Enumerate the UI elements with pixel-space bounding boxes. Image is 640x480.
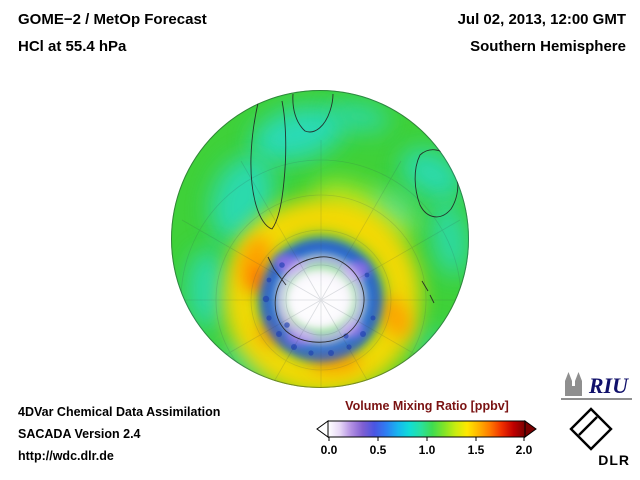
tick-0.5: 0.5 — [370, 443, 387, 457]
tick-2.0: 2.0 — [516, 443, 533, 457]
coastline-antarctica — [274, 256, 365, 343]
globe-rim — [171, 90, 469, 388]
data-pixel-speckles — [262, 262, 376, 356]
assimilation-label: 4DVar Chemical Data Assimilation — [18, 405, 221, 419]
region-label: Southern Hemisphere — [470, 38, 626, 55]
url-label: http://wdc.dlr.de — [18, 449, 114, 463]
dlr-wing-icon — [569, 407, 613, 451]
colorbar-arrow-right — [524, 420, 537, 438]
coastline-antarctic-peninsula — [267, 256, 287, 286]
hemisphere-map — [170, 89, 470, 389]
riu-logo: RIU — [560, 370, 632, 400]
dlr-logo: DLR — [568, 406, 630, 468]
coastline-africa — [292, 93, 334, 133]
header-left: GOME−2 / MetOp Forecast HCl at 55.4 hPa — [18, 12, 207, 54]
coastline-new-zealand — [421, 280, 435, 304]
cathedral-icon — [564, 372, 582, 396]
hemisphere-map-svg — [171, 90, 469, 388]
colorbar-title: Volume Mixing Ratio [ppbv] — [345, 399, 509, 413]
product-title: GOME−2 / MetOp Forecast — [18, 11, 207, 28]
version-label: SACADA Version 2.4 — [18, 427, 141, 441]
riu-logo-text: RIU — [588, 373, 628, 399]
colorbar-arrow-left — [316, 420, 329, 438]
colorbar-tick-labels: 0.0 0.5 1.0 1.5 2.0 — [321, 443, 533, 457]
species-level: HCl at 55.4 hPa — [18, 38, 127, 55]
coastline-south-america — [250, 100, 287, 230]
tick-1.0: 1.0 — [419, 443, 436, 457]
colorbar: Volume Mixing Ratio [ppbv] 0.0 0.5 1.0 1… — [314, 399, 540, 462]
footer-credits: 4DVar Chemical Data Assimilation SACADA … — [18, 401, 220, 467]
colorbar-ticks — [328, 437, 525, 441]
tick-1.5: 1.5 — [468, 443, 485, 457]
header-right: Jul 02, 2013, 12:00 GMT Southern Hemisph… — [458, 12, 626, 54]
tick-0.0: 0.0 — [321, 443, 338, 457]
dlr-logo-text: DLR — [598, 452, 630, 468]
datetime-label: Jul 02, 2013, 12:00 GMT — [457, 11, 626, 28]
colorbar-scale: 0.0 0.5 1.0 1.5 2.0 — [316, 420, 537, 457]
mixing-ratio-field — [186, 102, 469, 388]
colorbar-gradient — [327, 420, 526, 438]
